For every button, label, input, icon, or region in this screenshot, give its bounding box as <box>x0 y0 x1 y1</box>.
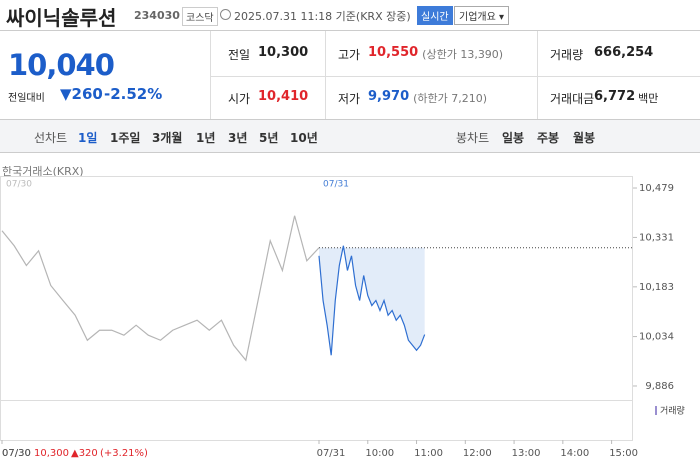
tab-label: 선차트 <box>34 131 68 145</box>
stat-label: 거래대금 <box>550 92 595 106</box>
candle-tab[interactable]: 월봉 <box>573 131 596 145</box>
stat-label: 저가 <box>338 92 361 106</box>
area-fill <box>319 245 425 356</box>
stat-value: 6,772 <box>594 89 636 104</box>
stat-label: 시가 <box>228 92 251 106</box>
plot-frame <box>0 176 633 441</box>
stats-border <box>210 76 700 77</box>
stats-border <box>325 31 326 119</box>
x-tick-label: 13:00 <box>512 448 541 459</box>
stat-label: 거래량 <box>550 48 584 62</box>
clock-icon <box>220 9 231 20</box>
x-tick-label: 07/30 <box>2 448 31 459</box>
change-label: 전일대비 <box>8 93 45 104</box>
stat-value: 10,300 <box>258 45 309 60</box>
period-tab[interactable]: 3년 <box>228 131 248 145</box>
series-name: 07/31 <box>323 180 349 190</box>
candle-tab[interactable]: 주봉 <box>537 131 560 145</box>
period-tab[interactable]: 5년 <box>259 131 279 145</box>
x-tick-label: 11:00 <box>414 448 443 459</box>
y-tick-label: 9,886 <box>645 381 674 392</box>
series-name: 07/30 <box>6 180 32 190</box>
change-rate: -2.52% <box>104 85 163 103</box>
market-badge: 코스닥 <box>182 7 218 26</box>
stats-border <box>210 31 211 119</box>
footer-rate: (+3.21%) <box>100 448 148 459</box>
period-tab[interactable]: 1주일 <box>110 131 141 145</box>
x-tick-label: 10:00 <box>365 448 394 459</box>
change-value: 260 <box>71 85 103 103</box>
footer-date: 07/30 <box>2 448 31 459</box>
x-tick-label: 15:00 <box>609 448 638 459</box>
candle-tab[interactable]: 일봉 <box>502 131 525 145</box>
stock-name: 싸이닉솔루션 <box>6 6 117 30</box>
y-tick-label: 10,034 <box>639 332 674 343</box>
y-tick-label: 10,479 <box>639 183 674 194</box>
stat-value: 9,970 <box>368 89 410 104</box>
stat-label: 고가 <box>338 48 361 62</box>
company-button[interactable]: 기업개요 ▾ <box>454 6 510 25</box>
y-tick-label: 10,183 <box>639 282 674 293</box>
stat-value: 666,254 <box>594 45 654 60</box>
stat-value: 10,550 <box>368 45 419 60</box>
x-tick-label: 14:00 <box>560 448 589 459</box>
source: 한국거래소(KRX) <box>2 165 84 178</box>
stat-extra: (하한가 7,210) <box>413 92 488 105</box>
divider <box>0 30 700 31</box>
tab-bar <box>0 119 700 153</box>
stat-extra: (상한가 13,390) <box>422 48 504 61</box>
footer-price: 10,300 <box>34 448 69 459</box>
current-price: 10,040 <box>8 48 115 82</box>
stat-label: 전일 <box>228 48 251 62</box>
period-tab[interactable]: 3개월 <box>152 131 183 145</box>
volume-legend-swatch <box>655 406 657 415</box>
volume-legend: 거래량 <box>660 405 685 417</box>
footer-change: ▲320 <box>71 448 98 459</box>
timestamp: 2025.07.31 11:18 기준(KRX 장중) <box>234 10 411 23</box>
period-tab[interactable]: 1년 <box>196 131 216 145</box>
y-tick-label: 10,331 <box>639 232 674 243</box>
period-tab[interactable]: 1일 <box>78 131 98 145</box>
stats-border <box>537 31 538 119</box>
company-button-text: 기업개요 <box>459 12 496 23</box>
stock-code: 234030 <box>134 9 180 22</box>
x-tick-label: 12:00 <box>463 448 492 459</box>
stat-unit: 백만 <box>638 92 659 105</box>
change: ▼260 <box>60 85 103 103</box>
period-tab[interactable]: 10년 <box>290 131 318 145</box>
stat-value: 10,410 <box>258 89 309 104</box>
tab-label: 봉차트 <box>456 131 490 145</box>
price-line <box>318 245 426 356</box>
x-tick-label: 07/31 <box>317 448 346 459</box>
price-line <box>1 215 320 362</box>
realtime-badge[interactable]: 실시간 <box>417 6 453 25</box>
